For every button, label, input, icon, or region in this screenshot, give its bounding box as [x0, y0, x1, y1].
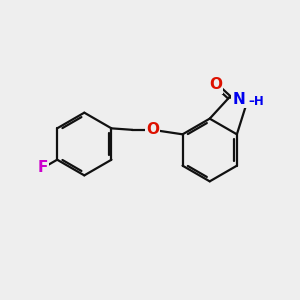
Text: F: F: [38, 160, 48, 175]
Text: –H: –H: [248, 94, 264, 108]
Text: N: N: [232, 92, 245, 107]
Text: O: O: [209, 77, 222, 92]
Text: O: O: [146, 122, 159, 137]
